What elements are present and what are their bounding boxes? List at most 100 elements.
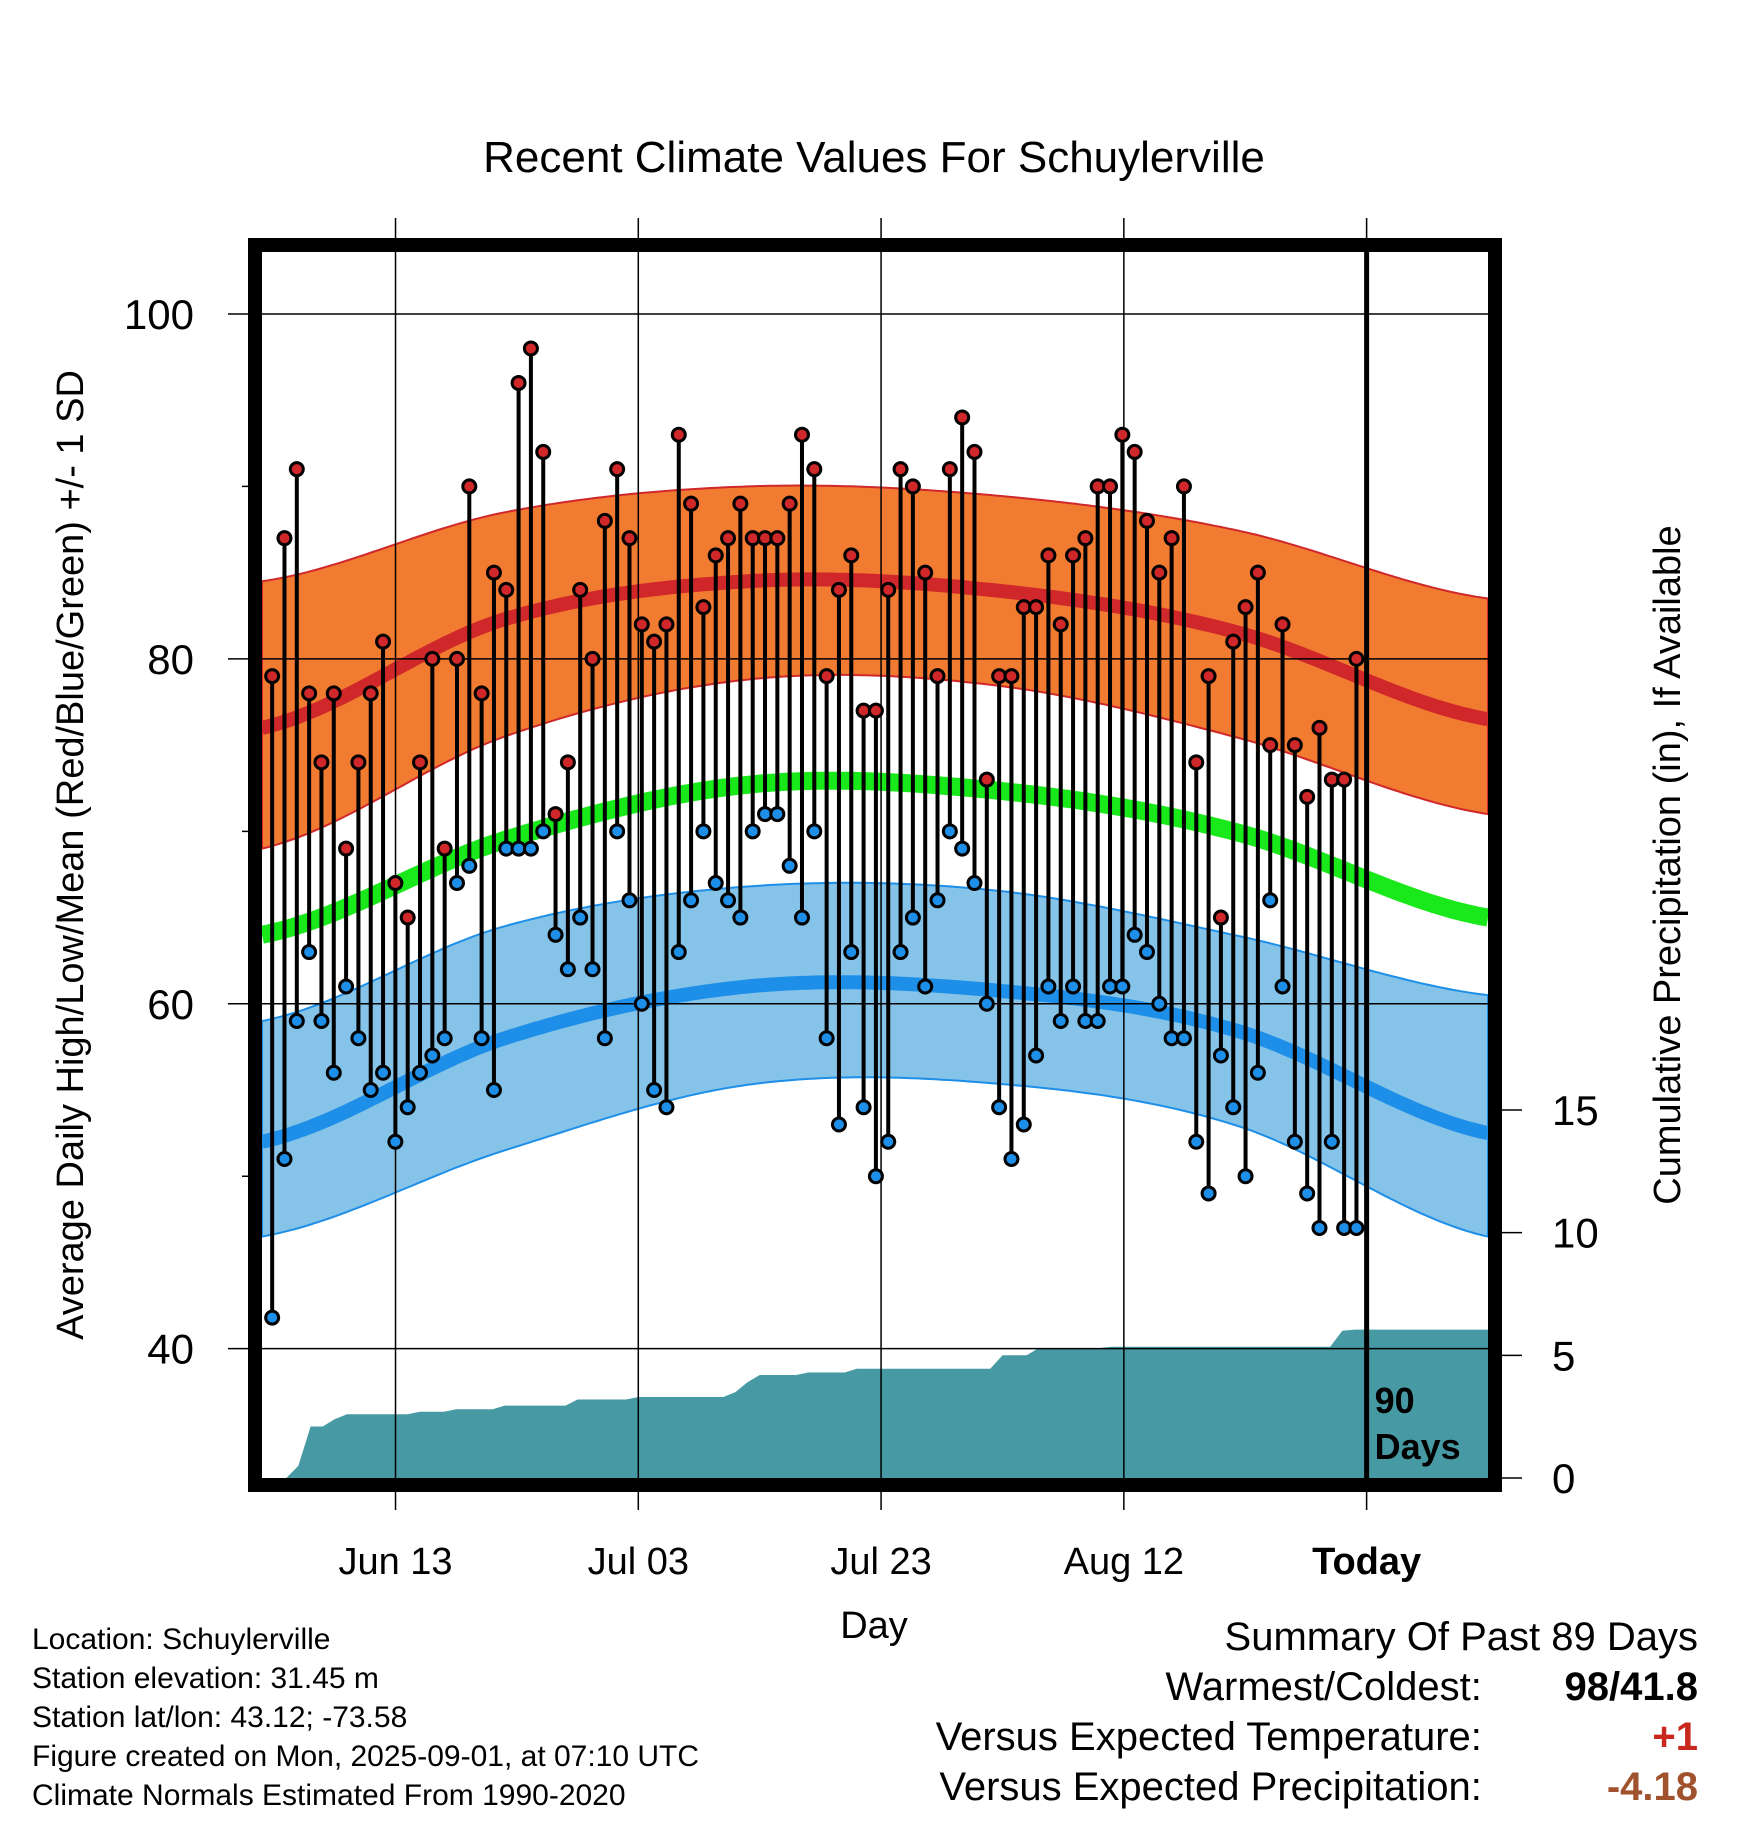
- latlon-text: Station lat/lon: 43.12; -73.58: [32, 1701, 408, 1734]
- high-point: [1262, 737, 1279, 754]
- high-point: [1188, 754, 1205, 771]
- high-point: [596, 512, 613, 529]
- warmest-coldest-row: Warmest/Coldest: 98/41.8: [936, 1662, 1699, 1712]
- high-point: [1286, 737, 1303, 754]
- high-point: [880, 581, 897, 598]
- low-point: [325, 1064, 342, 1081]
- x-tick-label: Jun 13: [338, 1541, 452, 1583]
- x-tick-label: Aug 12: [1064, 1541, 1184, 1583]
- elevation-text: Station elevation: 31.45 m: [32, 1662, 379, 1695]
- high-point: [535, 443, 552, 460]
- high-point: [670, 426, 687, 443]
- high-point: [461, 478, 478, 495]
- high-point: [1249, 564, 1266, 581]
- high-point: [941, 461, 958, 478]
- low-point: [584, 961, 601, 978]
- high-point: [806, 461, 823, 478]
- y-tick-label: 80: [147, 636, 194, 683]
- high-point: [1336, 771, 1353, 788]
- high-point: [1212, 909, 1229, 926]
- station-metadata: Location: Schuylerville Station elevatio…: [32, 1620, 699, 1815]
- low-point: [288, 1013, 305, 1030]
- high-point: [1200, 668, 1217, 685]
- high-point: [362, 685, 379, 702]
- high-point: [510, 374, 527, 391]
- low-point: [1089, 1013, 1106, 1030]
- low-point: [1249, 1064, 1266, 1081]
- low-point: [707, 875, 724, 892]
- low-point: [412, 1064, 429, 1081]
- low-point: [375, 1064, 392, 1081]
- normals-note-text: Climate Normals Estimated From 1990-2020: [32, 1779, 626, 1812]
- high-point: [793, 426, 810, 443]
- low-point: [522, 840, 539, 857]
- high-point: [288, 461, 305, 478]
- precip-departure-row: Versus Expected Precipitation: -4.18: [936, 1762, 1698, 1812]
- low-point: [424, 1047, 441, 1064]
- warmest-value: 98: [1564, 1665, 1610, 1709]
- low-point: [264, 1309, 281, 1326]
- high-point: [1114, 426, 1131, 443]
- high-point: [621, 530, 638, 547]
- low-point: [720, 892, 737, 909]
- high-point: [917, 564, 934, 581]
- low-point: [485, 1081, 502, 1098]
- warmest-coldest-separator: /: [1609, 1665, 1621, 1709]
- low-point: [1065, 978, 1082, 995]
- temp-departure-label: Versus Expected Temperature:: [935, 1715, 1482, 1759]
- high-point: [1138, 512, 1155, 529]
- high-point: [1040, 547, 1057, 564]
- low-point: [1151, 995, 1168, 1012]
- high-point: [732, 495, 749, 512]
- high-point: [646, 633, 663, 650]
- high-point: [1102, 478, 1119, 495]
- high-point: [424, 650, 441, 667]
- warmest-coldest-value: 98/41.8: [1493, 1662, 1698, 1712]
- low-point: [929, 892, 946, 909]
- high-point: [1311, 719, 1328, 736]
- low-point: [855, 1099, 872, 1116]
- low-point: [448, 875, 465, 892]
- high-point: [264, 668, 281, 685]
- low-point: [301, 944, 318, 961]
- high-point: [609, 461, 626, 478]
- low-point: [1311, 1219, 1328, 1236]
- high-point: [1065, 547, 1082, 564]
- high-point: [683, 495, 700, 512]
- low-point: [769, 806, 786, 823]
- today-annotation-line: 90: [1375, 1380, 1415, 1421]
- low-point: [338, 978, 355, 995]
- precipitation-fill: [262, 1329, 1488, 1478]
- y2-tick-label: 0: [1552, 1455, 1575, 1502]
- low-point: [399, 1099, 416, 1116]
- high-point: [1052, 616, 1069, 633]
- low-point: [954, 840, 971, 857]
- x-axis-label: Day: [840, 1605, 908, 1647]
- warmest-coldest-label: Warmest/Coldest:: [1165, 1665, 1482, 1709]
- y2-tick-label: 5: [1552, 1332, 1575, 1379]
- high-point: [276, 530, 293, 547]
- low-point: [941, 823, 958, 840]
- low-point: [744, 823, 761, 840]
- low-point: [596, 1030, 613, 1047]
- high-point: [1003, 668, 1020, 685]
- summary-panel: Summary Of Past 89 Days Warmest/Coldest:…: [936, 1612, 1698, 1812]
- low-point: [436, 1030, 453, 1047]
- low-point: [1262, 892, 1279, 909]
- high-point: [1175, 478, 1192, 495]
- low-point: [843, 944, 860, 961]
- y-tick-label: 40: [147, 1326, 194, 1373]
- high-point: [399, 909, 416, 926]
- grid-lines: [228, 218, 1488, 1510]
- location-text: Location: Schuylerville: [32, 1623, 331, 1656]
- low-point: [880, 1133, 897, 1150]
- high-point: [707, 547, 724, 564]
- plot-frame: [248, 238, 1502, 1492]
- high-point: [978, 771, 995, 788]
- low-point: [892, 944, 909, 961]
- low-point: [818, 1030, 835, 1047]
- low-point: [1052, 1013, 1069, 1030]
- high-point: [1126, 443, 1143, 460]
- high-point: [720, 530, 737, 547]
- y-axis-label: Average Daily High/Low/Mean (Red/Blue/Gr…: [50, 370, 92, 1340]
